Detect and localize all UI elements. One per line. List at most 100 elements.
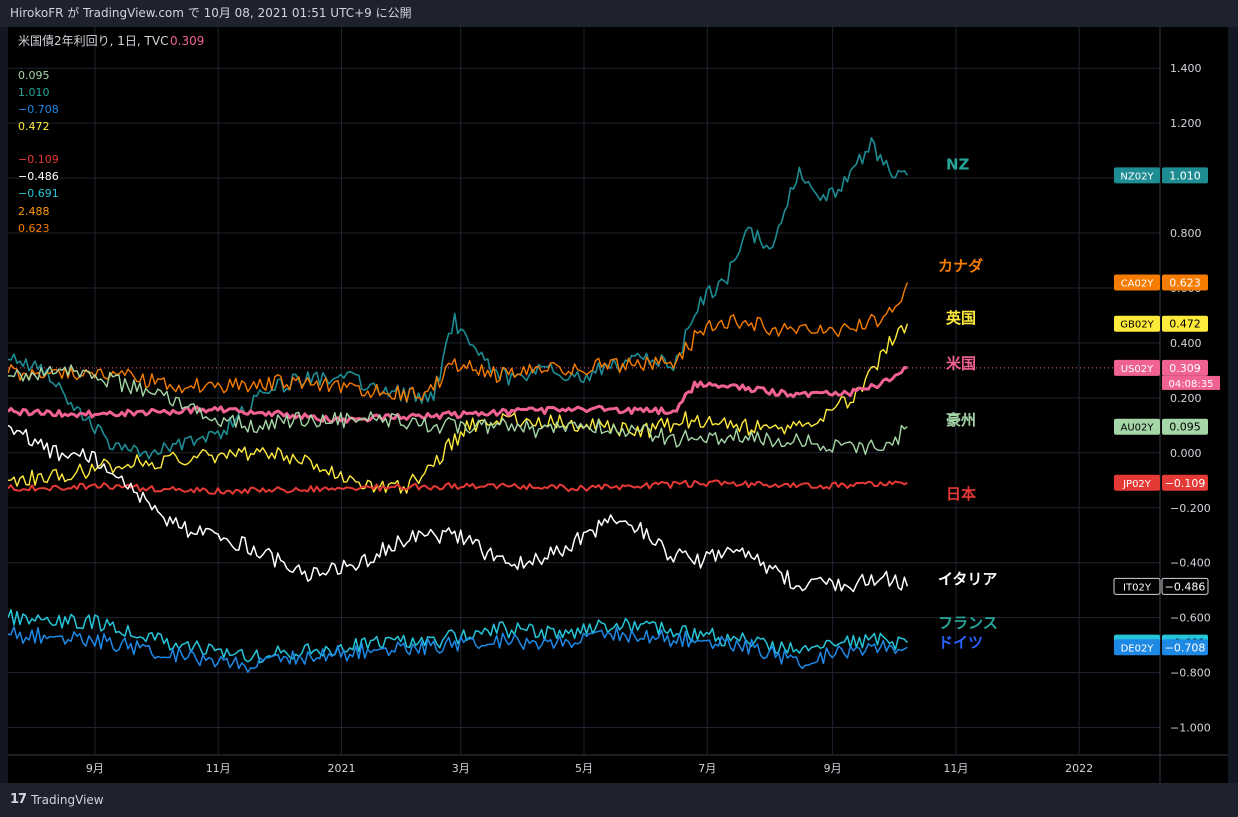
price-tag-symbol: AU02Y <box>1121 423 1155 434</box>
price-tag-value: 0.623 <box>1169 276 1201 289</box>
price-tag-value-bg <box>1162 274 1208 291</box>
y-tick-label: −0.200 <box>1170 502 1211 515</box>
price-tag-value-bg <box>1162 167 1208 184</box>
price-tag-symbol-bg <box>1114 167 1160 184</box>
price-tag-symbol-bg <box>1114 274 1160 291</box>
price-tag-value: −0.109 <box>1165 477 1206 490</box>
legend-value: −0.109 <box>18 153 59 166</box>
x-tick-label: 11月 <box>206 762 231 775</box>
countdown-text: 04:08:35 <box>1169 379 1214 390</box>
countdown-bg <box>1162 375 1220 390</box>
legend-value: 0.472 <box>18 120 50 133</box>
legend-value: 2.488 <box>18 205 50 218</box>
x-tick-label: 5月 <box>575 762 593 775</box>
y-tick-label: −0.600 <box>1170 612 1211 625</box>
price-tag-value: −0.708 <box>1165 641 1206 654</box>
series-line-jp <box>8 479 908 495</box>
footer-bar: 17 TradingView <box>0 783 1238 817</box>
legend-value: −0.691 <box>18 187 59 200</box>
price-tag-symbol: CA02Y <box>1121 278 1155 289</box>
price-tag-value-bg <box>1162 315 1208 332</box>
price-tag-nz: NZ02Y 1.010 <box>1114 167 1208 184</box>
series-name-jp: 日本 <box>946 485 976 503</box>
x-tick-label: 2022 <box>1065 762 1093 775</box>
series-line-au <box>8 364 908 456</box>
price-tag-symbol-bg <box>1114 639 1160 656</box>
legend: 米国債2年利回り, 1日, TVC 0.309 0.095 1.010 −0.708… <box>18 33 204 235</box>
price-tag-symbol-bg <box>1114 418 1160 435</box>
chart-title-value: 0.309 <box>170 34 204 48</box>
chart-area[interactable]: 1.4001.2001.0000.8000.6000.4000.2000.000… <box>8 27 1228 783</box>
price-tag-us: US02Y 0.309 04:08:35 <box>1114 359 1220 390</box>
price-tag-value: 0.095 <box>1169 421 1201 434</box>
price-tag-au: AU02Y 0.095 <box>1114 418 1208 435</box>
x-tick-label: 11月 <box>943 762 968 775</box>
y-tick-label: −1.000 <box>1170 722 1211 735</box>
legend-value: 1.010 <box>18 86 50 99</box>
price-tag-it: IT02Y −0.486 <box>1113 577 1209 595</box>
series-name-de: ドイツ <box>938 633 983 651</box>
y-tick-label: 0.000 <box>1170 447 1202 460</box>
legend-value: 0.095 <box>18 69 50 82</box>
price-tag-value-bg <box>1162 474 1208 491</box>
series-name-au: 豪州 <box>946 411 976 429</box>
price-tag-symbol: US02Y <box>1121 364 1154 375</box>
tradingview-logo[interactable]: 17 TradingView <box>10 792 104 807</box>
yield-chart[interactable]: 1.4001.2001.0000.8000.6000.4000.2000.000… <box>8 27 1228 783</box>
price-tag-gb: GB02Y 0.472 <box>1114 315 1208 332</box>
price-tag-symbol: NZ02Y <box>1120 171 1154 182</box>
y-tick-label: 1.200 <box>1170 117 1202 130</box>
time-axis[interactable]: 9月 11月 2021 3月 5月 7月 9月 11月 2022 <box>86 762 1093 775</box>
series-name-us: 米国 <box>946 355 976 373</box>
price-tag-symbol: IT02Y <box>1123 582 1152 593</box>
price-tag-value: 0.309 <box>1169 362 1201 375</box>
x-tick-label: 7月 <box>698 762 716 775</box>
legend-value: −0.708 <box>18 103 59 116</box>
series-line-it <box>8 424 909 593</box>
series-name-ca: カナダ <box>938 257 983 275</box>
price-tag-symbol-bg <box>1114 359 1160 376</box>
series-line-gb <box>8 323 909 494</box>
price-tag-value: 1.010 <box>1169 169 1201 182</box>
price-tag-jp: JP02Y −0.109 <box>1114 474 1208 491</box>
series-lines <box>8 137 909 673</box>
series-line-de <box>8 626 908 673</box>
price-tag-symbol-bg <box>1114 474 1160 491</box>
series-name-it: イタリア <box>938 570 997 588</box>
x-tick-label: 3月 <box>452 762 470 775</box>
y-tick-label: 0.800 <box>1170 227 1202 240</box>
price-axis[interactable]: 1.4001.2001.0000.8000.6000.4000.2000.000… <box>1170 62 1211 734</box>
publish-header: HirokoFR が TradingView.com で 10月 08, 202… <box>0 0 1238 27</box>
grid <box>8 27 1228 756</box>
y-tick-label: −0.800 <box>1170 667 1211 680</box>
series-line-us <box>8 366 908 424</box>
price-tag-symbol-bg <box>1114 315 1160 332</box>
legend-value: −0.486 <box>18 170 59 183</box>
tradingview-logo-icon: 17 <box>10 792 27 807</box>
series-name-gb: 英国 <box>946 309 976 327</box>
price-tag-symbol: JP02Y <box>1122 479 1152 490</box>
price-tag-symbol: DE02Y <box>1121 643 1155 654</box>
series-name-nz: NZ <box>946 155 970 173</box>
price-tags: NZ02Y 1.010 CA02Y 0.623 GB02Y 0.472 US02Y 0.309… <box>1113 167 1220 656</box>
price-tag-symbol: GB02Y <box>1120 320 1154 331</box>
price-tag-value-bg <box>1162 359 1208 376</box>
x-tick-label: 9月 <box>824 762 842 775</box>
series-line-fr <box>8 609 908 664</box>
x-tick-label: 9月 <box>86 762 104 775</box>
chart-title: 米国債2年利回り, 1日, TVC <box>18 33 168 48</box>
legend-value: 0.623 <box>18 222 50 235</box>
series-name-fr: フランス <box>938 614 998 632</box>
price-tag-value-bg <box>1161 577 1209 595</box>
price-tag-ca: CA02Y 0.623 <box>1114 274 1208 291</box>
publish-info: HirokoFR が TradingView.com で 10月 08, 202… <box>10 6 412 20</box>
price-tag-symbol-bg <box>1113 577 1161 595</box>
brand-text: TradingView <box>31 792 104 807</box>
y-tick-label: 1.400 <box>1170 62 1202 75</box>
series-line-ca <box>8 282 909 403</box>
x-tick-label: 2021 <box>327 762 355 775</box>
price-tag-de: DE02Y −0.708 <box>1114 639 1208 656</box>
price-tag-value: −0.486 <box>1165 580 1206 593</box>
y-tick-label: 0.400 <box>1170 337 1202 350</box>
